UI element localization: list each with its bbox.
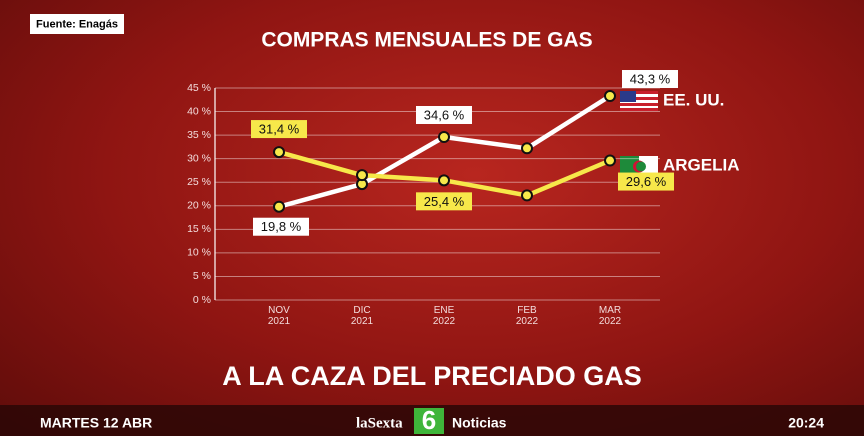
y-tick-label: 5 % bbox=[193, 270, 211, 282]
y-tick-label: 30 % bbox=[187, 152, 211, 164]
channel: laSexta bbox=[356, 415, 403, 431]
point bbox=[604, 154, 616, 167]
x-tick-label: FEB 2022 bbox=[515, 305, 539, 327]
x-tick-label: MAR 2022 bbox=[598, 305, 622, 327]
data-label: 19,8 % bbox=[261, 219, 302, 234]
data-label-box bbox=[416, 105, 472, 124]
data-label: 29,6 % bbox=[626, 174, 667, 189]
point bbox=[273, 200, 285, 213]
data-label: 43,3 % bbox=[630, 71, 671, 86]
point bbox=[356, 169, 368, 182]
point bbox=[438, 130, 450, 143]
x-tick-label: ENE 2022 bbox=[432, 305, 456, 327]
x-tick-label: DIC 2021 bbox=[350, 305, 374, 327]
legend-label: ARGELIA bbox=[663, 155, 740, 174]
x-tick-label: NOV 2021 bbox=[267, 305, 291, 327]
data-label: 34,6 % bbox=[424, 107, 465, 122]
data-label-box bbox=[253, 217, 309, 236]
program: Noticias bbox=[452, 415, 507, 431]
logo-number: 6 bbox=[422, 405, 436, 435]
date: MARTES 12 ABR bbox=[40, 415, 152, 431]
y-tick-label: 40 % bbox=[187, 105, 211, 117]
point bbox=[521, 189, 533, 202]
y-tick-label: 10 % bbox=[187, 247, 211, 259]
headline: A LA CAZA DEL PRECIADO GAS bbox=[222, 361, 642, 391]
flag-algeria bbox=[620, 156, 658, 177]
point bbox=[521, 142, 533, 155]
point bbox=[438, 174, 450, 187]
data-label-box bbox=[416, 192, 472, 211]
y-tick-label: 45 % bbox=[187, 82, 211, 94]
source: Fuente: Enagás bbox=[36, 18, 118, 30]
y-tick-label: 20 % bbox=[187, 200, 211, 212]
data-label-box bbox=[622, 70, 678, 89]
y-tick-label: 35 % bbox=[187, 129, 211, 141]
point bbox=[604, 90, 616, 103]
y-tick-label: 25 % bbox=[187, 176, 211, 188]
y-tick-label: 0 % bbox=[193, 294, 211, 306]
data-label: 31,4 % bbox=[259, 122, 300, 137]
chart-title: COMPRAS MENSUALES DE GAS bbox=[261, 29, 592, 52]
point bbox=[273, 146, 285, 159]
flag-usa bbox=[620, 91, 658, 111]
data-label-box bbox=[251, 120, 307, 139]
data-label: 25,4 % bbox=[424, 194, 465, 209]
time: 20:24 bbox=[788, 415, 824, 431]
grid bbox=[215, 87, 660, 301]
source-box bbox=[30, 14, 124, 34]
data-label-box bbox=[618, 172, 674, 191]
y-tick-label: 15 % bbox=[187, 223, 211, 235]
legend-label: EE. UU. bbox=[663, 90, 724, 109]
logo-box bbox=[414, 408, 444, 434]
